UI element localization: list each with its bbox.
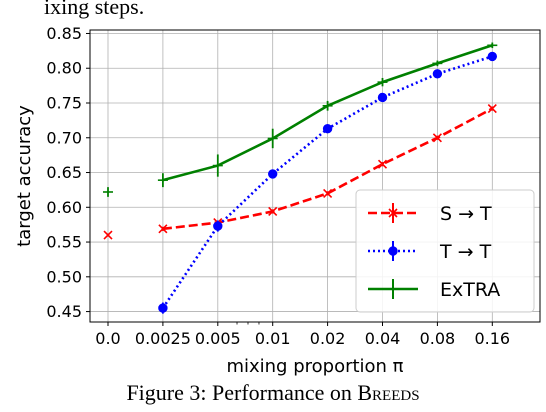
- x-tick-label: 0.16: [474, 329, 510, 348]
- axis-ticks: 0.0 0.0025 0.005 0.01 0.02 0.04 0.08 0.16 0.45 0.…: [46, 24, 510, 348]
- x-tick-label: 0.0: [95, 329, 120, 348]
- y-axis-label: target accuracy: [14, 105, 35, 247]
- x-tick-label: 0.04: [365, 329, 401, 348]
- data-point: [158, 303, 168, 313]
- caption-prefix: Figure 3: Performance on: [126, 380, 358, 405]
- x-tick-label: 0.02: [310, 329, 346, 348]
- data-point: [322, 124, 333, 134]
- y-tick-label: 0.65: [46, 163, 82, 182]
- data-point: [268, 206, 278, 217]
- y-tick-label: 0.70: [46, 128, 82, 147]
- data-point: [432, 69, 443, 79]
- legend-label: ExTRA: [440, 279, 500, 301]
- x-tick-label: 0.01: [255, 329, 291, 348]
- y-tick-label: 0.60: [46, 198, 82, 217]
- data-point: [377, 159, 388, 169]
- y-tick-label: 0.45: [46, 302, 82, 321]
- series-layer: [103, 42, 498, 314]
- legend-label: S → T: [440, 203, 492, 225]
- series-1: [158, 51, 497, 314]
- data-point: [377, 92, 388, 103]
- data-point: [487, 103, 497, 114]
- clipped-text-line: ixing steps.: [0, 0, 546, 22]
- data-point: [103, 230, 113, 240]
- plot-frame: [89, 29, 541, 323]
- figure-caption: Figure 3: Performance on Breeds: [0, 380, 546, 406]
- legend-box: [355, 189, 535, 313]
- legend: S → T T → T ExTRA: [355, 189, 535, 313]
- clipped-text: ixing steps.: [44, 0, 145, 19]
- x-tick-label: 0.0025: [135, 329, 191, 348]
- data-point: [213, 221, 223, 231]
- x-axis-label: mixing proportion π: [226, 356, 403, 377]
- y-tick-label: 0.55: [46, 233, 82, 252]
- y-tick-label: 0.50: [46, 267, 82, 286]
- data-point: [158, 224, 168, 234]
- legend-swatch-marker: [388, 208, 398, 218]
- y-tick-label: 0.75: [46, 94, 82, 113]
- line-chart: 0.0 0.0025 0.005 0.01 0.02 0.04 0.08 0.16 0.45 0.…: [14, 24, 541, 377]
- legend-swatch-marker: [388, 246, 398, 256]
- x-tick-label: 0.005: [195, 329, 241, 348]
- data-point: [432, 133, 442, 143]
- y-tick-label: 0.85: [46, 24, 82, 43]
- y-tick-label: 0.80: [46, 59, 82, 78]
- legend-label: T → T: [439, 241, 492, 263]
- x-tick-label: 0.08: [420, 329, 456, 348]
- caption-dataset-name: Breeds: [357, 380, 420, 405]
- series-2: [103, 42, 498, 197]
- data-point: [487, 51, 497, 62]
- data-point: [268, 169, 278, 179]
- data-point: [323, 188, 333, 198]
